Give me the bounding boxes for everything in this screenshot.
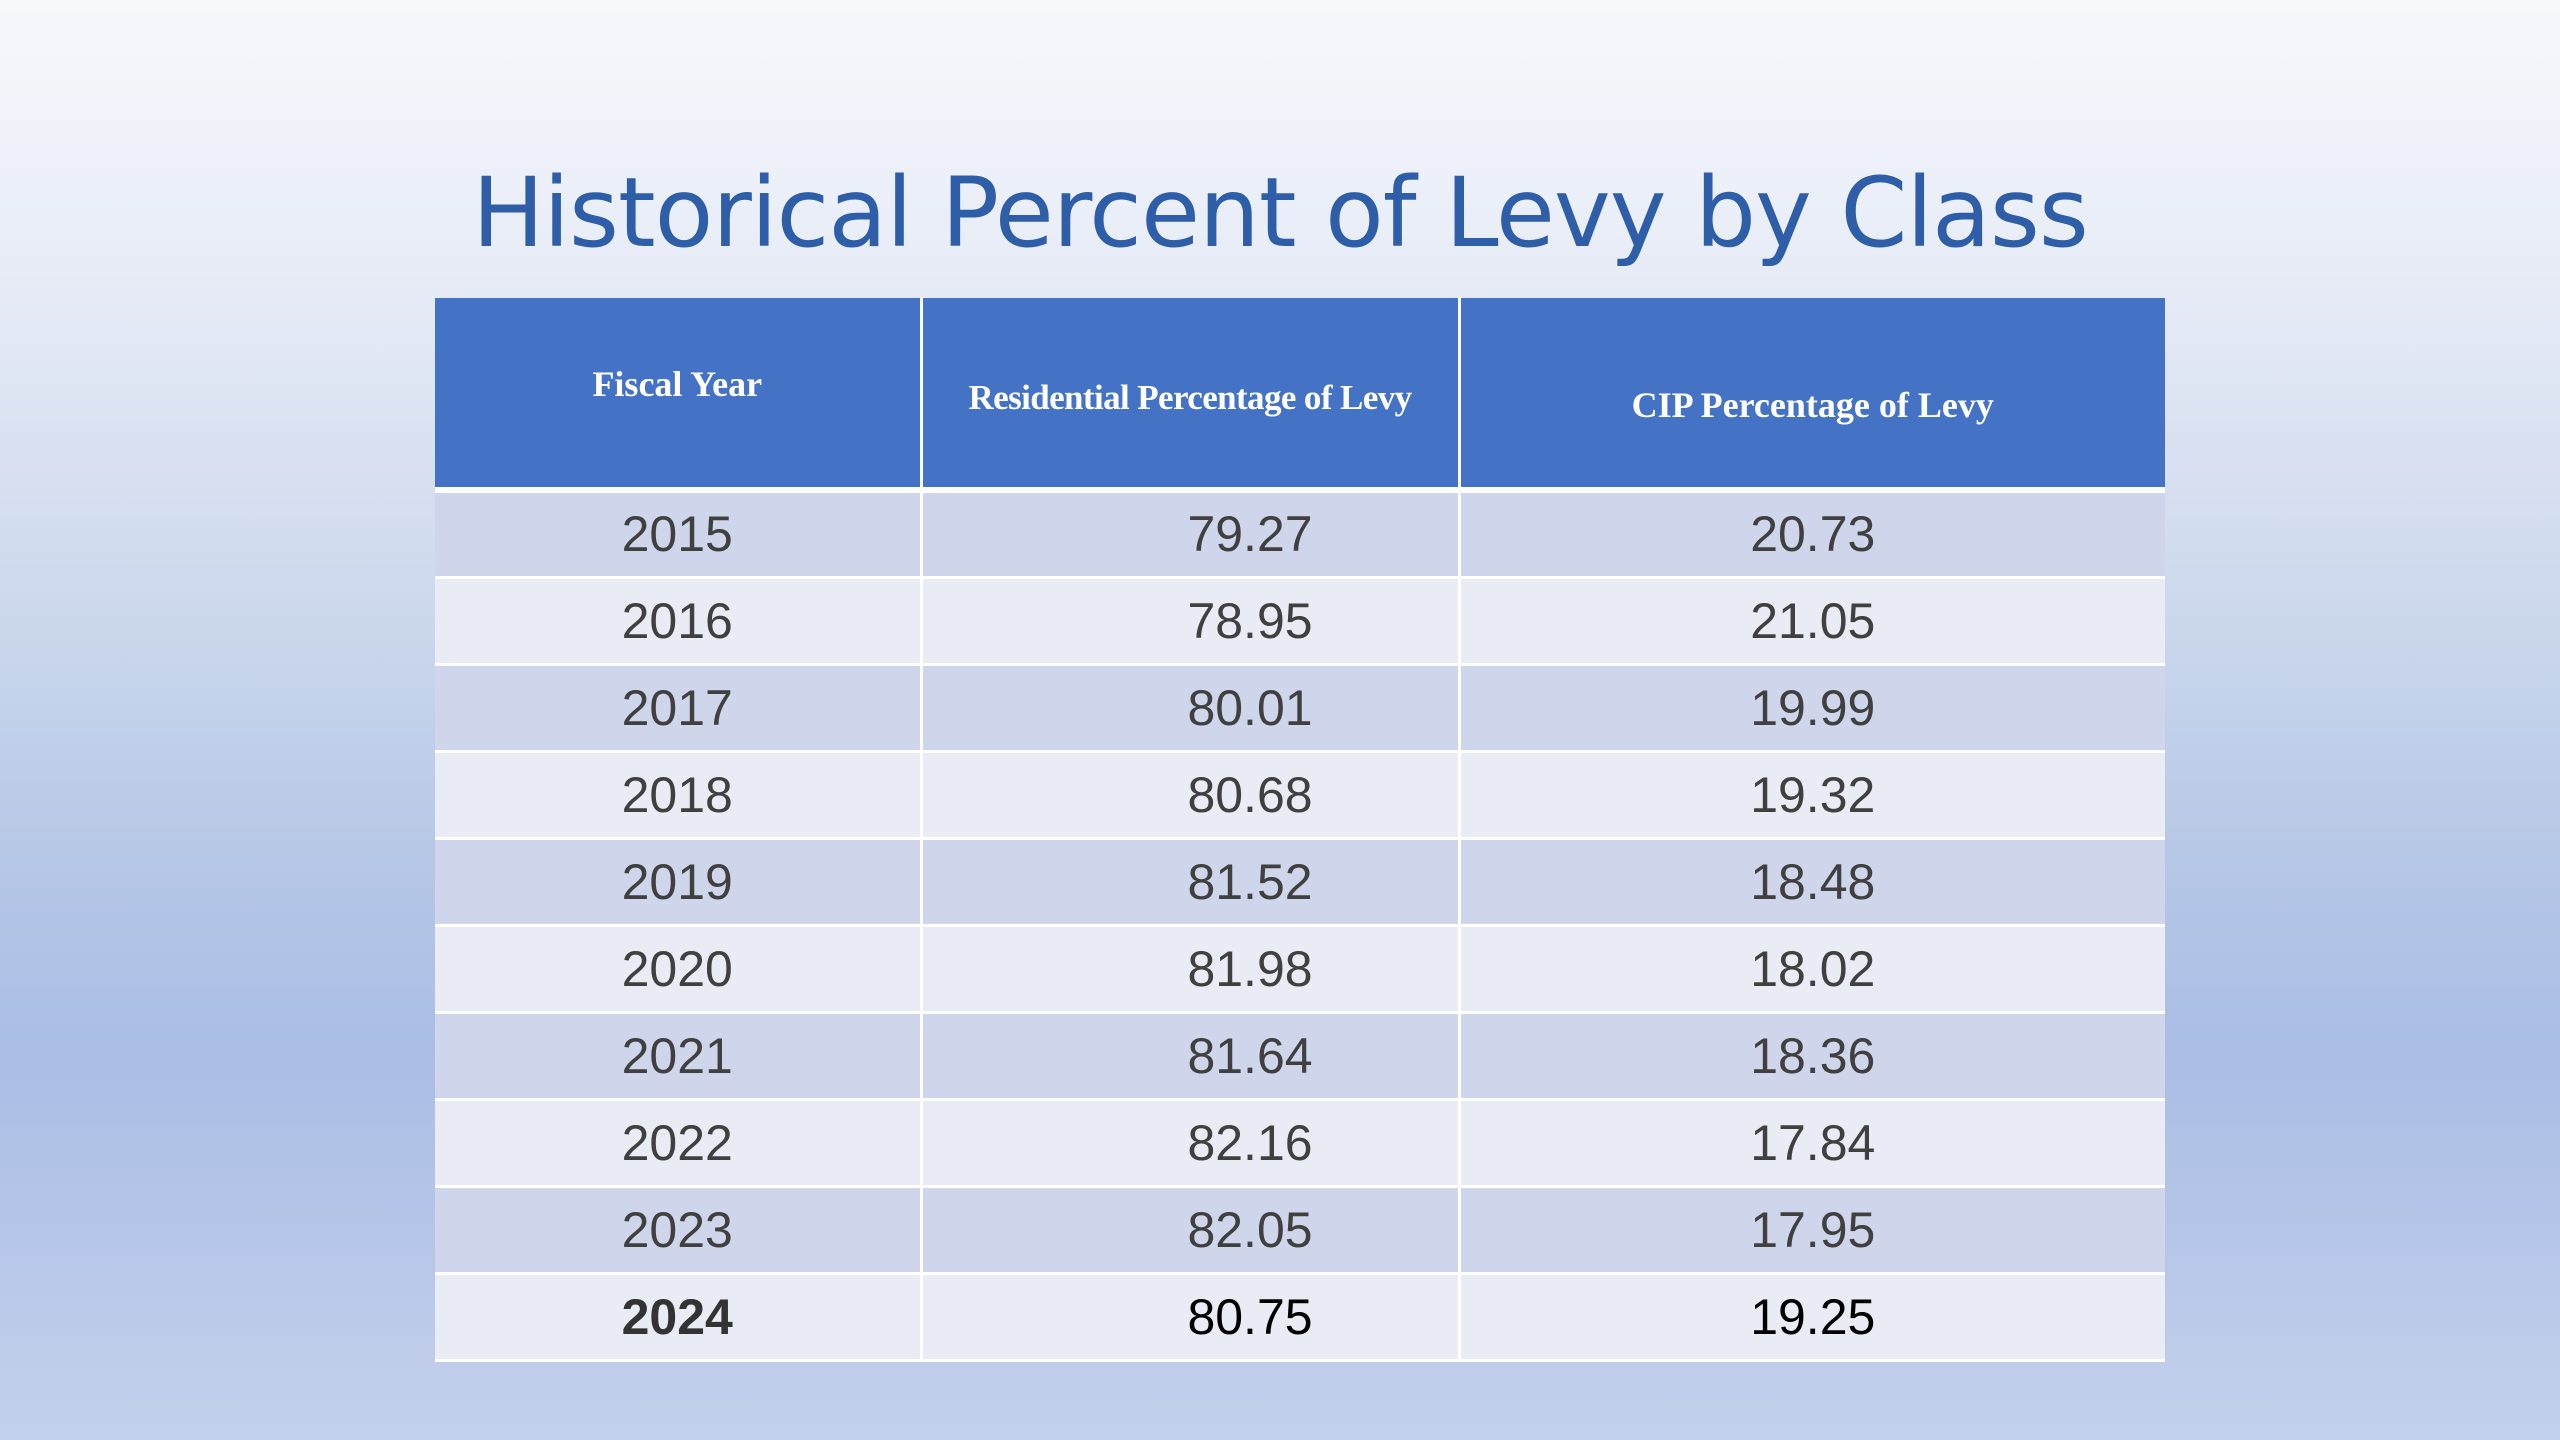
table-row: 2015 79.27 20.73 bbox=[435, 490, 2165, 579]
cip-percentage-cell: 19.32 bbox=[1459, 751, 2165, 840]
fiscal-year-cell: 2022 bbox=[435, 1099, 923, 1188]
fiscal-year-cell: 2024 bbox=[435, 1273, 923, 1362]
residential-percentage-cell: 81.98 bbox=[921, 925, 1461, 1014]
cip-percentage-cell: 19.25 bbox=[1459, 1273, 2165, 1362]
cip-percentage-cell: 18.48 bbox=[1459, 838, 2165, 927]
cip-percentage-cell: 20.73 bbox=[1459, 490, 2165, 579]
table-row: 2021 81.64 18.36 bbox=[435, 1012, 2165, 1101]
residential-percentage-cell: 82.05 bbox=[921, 1186, 1461, 1275]
header-row: Fiscal Year Residential Percentage of Le… bbox=[435, 298, 2165, 493]
cip-percentage-cell: 18.02 bbox=[1459, 925, 2165, 1014]
table-row: 2020 81.98 18.02 bbox=[435, 925, 2165, 1014]
fiscal-year-cell: 2018 bbox=[435, 751, 923, 840]
table-header: Fiscal Year Residential Percentage of Le… bbox=[435, 298, 2165, 493]
table-row-latest: 2024 80.75 19.25 bbox=[435, 1273, 2165, 1362]
slide-title: Historical Percent of Levy by Class bbox=[472, 157, 2089, 269]
residential-percentage-cell: 81.52 bbox=[921, 838, 1461, 927]
residential-percentage-cell: 80.68 bbox=[921, 751, 1461, 840]
table-body: 2015 79.27 20.73 2016 78.95 21.05 2017 8… bbox=[435, 490, 2165, 1362]
cip-percentage-cell: 19.99 bbox=[1459, 664, 2165, 753]
table-row: 2022 82.16 17.84 bbox=[435, 1099, 2165, 1188]
cip-percentage-cell: 17.95 bbox=[1459, 1186, 2165, 1275]
residential-percentage-cell: 81.64 bbox=[921, 1012, 1461, 1101]
fiscal-year-cell: 2017 bbox=[435, 664, 923, 753]
residential-percentage-cell: 82.16 bbox=[921, 1099, 1461, 1188]
residential-percentage-cell: 78.95 bbox=[921, 577, 1461, 666]
table-row: 2017 80.01 19.99 bbox=[435, 664, 2165, 753]
cip-percentage-cell: 21.05 bbox=[1459, 577, 2165, 666]
fiscal-year-cell: 2021 bbox=[435, 1012, 923, 1101]
fiscal-year-cell: 2020 bbox=[435, 925, 923, 1014]
header-residential-percentage: Residential Percentage of Levy bbox=[921, 298, 1461, 493]
table-row: 2018 80.68 19.32 bbox=[435, 751, 2165, 840]
fiscal-year-cell: 2015 bbox=[435, 490, 923, 579]
header-cip-percentage: CIP Percentage of Levy bbox=[1459, 298, 2165, 493]
residential-percentage-cell: 79.27 bbox=[921, 490, 1461, 579]
residential-percentage-cell: 80.01 bbox=[921, 664, 1461, 753]
residential-percentage-cell: 80.75 bbox=[921, 1273, 1461, 1362]
fiscal-year-cell: 2016 bbox=[435, 577, 923, 666]
table-row: 2016 78.95 21.05 bbox=[435, 577, 2165, 666]
header-fiscal-year: Fiscal Year bbox=[435, 298, 923, 493]
table-row: 2023 82.05 17.95 bbox=[435, 1186, 2165, 1275]
levy-table: Fiscal Year Residential Percentage of Le… bbox=[435, 298, 2165, 1362]
fiscal-year-cell: 2023 bbox=[435, 1186, 923, 1275]
table-row: 2019 81.52 18.48 bbox=[435, 838, 2165, 927]
fiscal-year-cell: 2019 bbox=[435, 838, 923, 927]
cip-percentage-cell: 18.36 bbox=[1459, 1012, 2165, 1101]
cip-percentage-cell: 17.84 bbox=[1459, 1099, 2165, 1188]
